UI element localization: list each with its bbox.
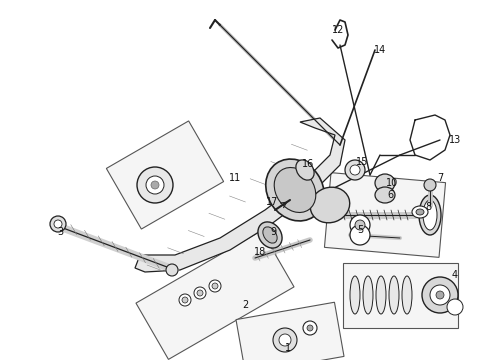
Circle shape [194,287,206,299]
Text: 2: 2 [242,300,248,310]
Circle shape [146,176,164,194]
Circle shape [350,165,360,175]
Circle shape [273,328,297,352]
Ellipse shape [375,187,395,203]
Circle shape [345,160,365,180]
Ellipse shape [274,167,316,212]
Circle shape [350,215,370,235]
Circle shape [430,285,450,305]
Text: 16: 16 [302,159,314,169]
Text: 13: 13 [449,135,461,145]
Ellipse shape [363,276,373,314]
Text: 3: 3 [57,227,63,237]
Text: 14: 14 [374,45,386,55]
Text: 9: 9 [270,227,276,237]
Ellipse shape [419,195,441,235]
Text: 5: 5 [357,225,363,235]
Ellipse shape [310,187,350,223]
Text: 6: 6 [387,190,393,200]
Text: 12: 12 [332,25,344,35]
Text: 8: 8 [425,202,431,212]
Circle shape [137,167,173,203]
Text: 1: 1 [285,343,291,353]
Polygon shape [135,118,345,272]
Circle shape [50,216,66,232]
Ellipse shape [402,276,412,314]
Ellipse shape [263,227,277,243]
Text: 15: 15 [356,157,368,167]
Circle shape [447,299,463,315]
Ellipse shape [350,276,360,314]
Circle shape [179,294,191,306]
Ellipse shape [375,174,395,192]
Ellipse shape [389,276,399,314]
Circle shape [279,334,291,346]
Circle shape [303,321,317,335]
Polygon shape [106,121,223,229]
Circle shape [424,179,436,191]
Circle shape [212,283,218,289]
Polygon shape [236,302,344,360]
Circle shape [307,325,313,331]
Text: 7: 7 [437,173,443,183]
Text: 4: 4 [452,270,458,280]
Polygon shape [343,262,458,328]
Ellipse shape [412,206,428,218]
Circle shape [151,181,159,189]
Circle shape [209,280,221,292]
Circle shape [355,220,365,230]
Ellipse shape [266,159,324,221]
Text: 10: 10 [386,178,398,188]
Circle shape [54,220,62,228]
Text: 18: 18 [254,247,266,257]
Circle shape [197,290,203,296]
Ellipse shape [423,200,437,230]
Text: 17: 17 [266,197,278,207]
Ellipse shape [258,222,282,248]
Circle shape [422,277,458,313]
Polygon shape [324,173,445,257]
Ellipse shape [296,160,314,180]
Ellipse shape [376,276,386,314]
Circle shape [166,264,178,276]
Circle shape [436,291,444,299]
Circle shape [182,297,188,303]
Text: 11: 11 [229,173,241,183]
Ellipse shape [416,209,424,215]
Polygon shape [136,231,294,359]
Circle shape [350,225,370,245]
